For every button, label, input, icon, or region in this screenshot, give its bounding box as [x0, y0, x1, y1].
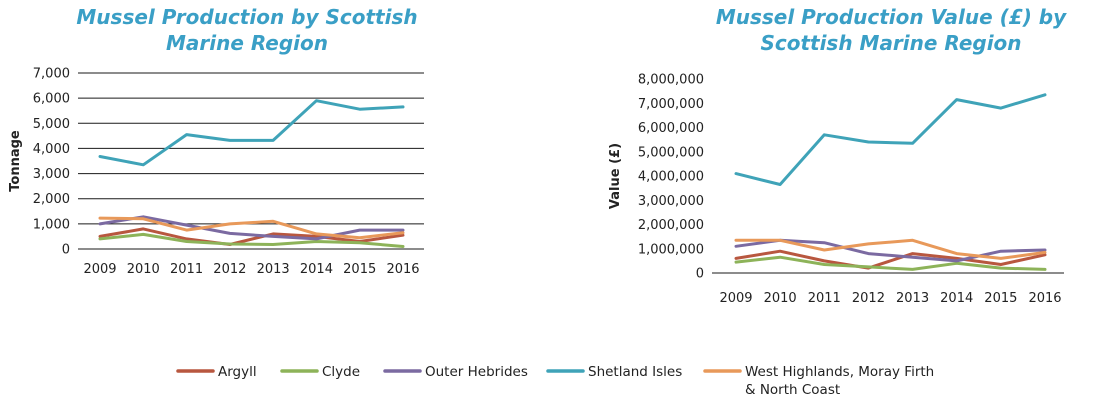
legend-item-shetland-isles: Shetland Isles: [546, 364, 682, 380]
legend-label: Outer Hebrides: [425, 364, 528, 380]
legend-item-outer-hebrides: Outer Hebrides: [383, 364, 528, 380]
y-tick-label: 6,000: [33, 92, 70, 107]
series-line-argyll: [98, 227, 405, 246]
chart-title-line: Marine Region: [166, 31, 328, 55]
y-tick-label: 4,000: [33, 142, 70, 157]
legend-item-west-highlands-moray-firth: West Highlands, Moray Firth & North Coast: [703, 364, 934, 398]
y-tick-label: 7,000: [33, 67, 70, 82]
y-tick-label: 2,000,000: [638, 218, 704, 233]
x-tick-label: 2013: [896, 291, 929, 306]
chart-title-line: Mussel Production by Scottish: [76, 5, 417, 29]
series-line-shetland-isles: [734, 93, 1047, 186]
x-tick-label: 2015: [343, 262, 376, 277]
y-tick-label: 0: [62, 243, 70, 258]
series-line-clyde: [734, 255, 1047, 271]
y-tick-label: 0: [696, 267, 704, 282]
legend: Argyll Clyde Outer Hebrides Shetland Isles W…: [176, 364, 934, 398]
y-tick-label: 1,000,000: [638, 242, 704, 257]
x-tick-label: 2011: [170, 262, 203, 277]
chart-title-line: Scottish Marine Region: [760, 31, 1021, 55]
x-tick-label: 2010: [764, 291, 797, 306]
x-tick-label: 2013: [257, 262, 290, 277]
legend-label: Clyde: [322, 364, 360, 380]
y-tick-label: 8,000,000: [638, 73, 704, 88]
y-tick-label: 5,000: [33, 117, 70, 132]
series-line-outer-hebrides: [98, 215, 405, 241]
legend-label: & North Coast: [745, 382, 840, 398]
y-axis-label: Tonnage: [8, 130, 23, 192]
x-tick-label: 2012: [852, 291, 885, 306]
series-line-west-highlands-moray-firth-north-coast: [98, 216, 405, 240]
legend-label: Argyll: [218, 364, 257, 380]
series-line-argyll: [734, 249, 1047, 270]
legend-label: West Highlands, Moray Firth: [745, 364, 934, 380]
series-line-west-highlands-moray-firth-north-coast: [734, 238, 1047, 260]
y-tick-label: 3,000: [33, 167, 70, 182]
x-tick-label: 2016: [1028, 291, 1061, 306]
y-tick-label: 5,000,000: [638, 145, 704, 160]
y-tick-label: 2,000: [33, 192, 70, 207]
x-tick-label: 2012: [213, 262, 246, 277]
legend-item-clyde: Clyde: [280, 364, 360, 380]
y-tick-label: 3,000,000: [638, 194, 704, 209]
y-tick-label: 6,000,000: [638, 121, 704, 136]
series-line-clyde: [98, 232, 405, 248]
x-tick-label: 2014: [300, 262, 333, 277]
x-tick-label: 2014: [940, 291, 973, 306]
x-tick-label: 2010: [127, 262, 160, 277]
x-tick-label: 2009: [719, 291, 752, 306]
x-tick-label: 2009: [83, 262, 116, 277]
legend-label: Shetland Isles: [588, 364, 682, 380]
x-tick-label: 2015: [984, 291, 1017, 306]
y-axis-label: Value (£): [608, 143, 623, 209]
x-tick-label: 2011: [808, 291, 841, 306]
legend-item-argyll: Argyll: [176, 364, 257, 380]
y-tick-label: 4,000,000: [638, 170, 704, 185]
x-tick-label: 2016: [386, 262, 419, 277]
y-tick-label: 1,000: [33, 217, 70, 232]
y-tick-label: 7,000,000: [638, 97, 704, 112]
chart-title-line: Mussel Production Value (£) by: [716, 5, 1067, 29]
series-line-shetland-isles: [98, 99, 405, 167]
